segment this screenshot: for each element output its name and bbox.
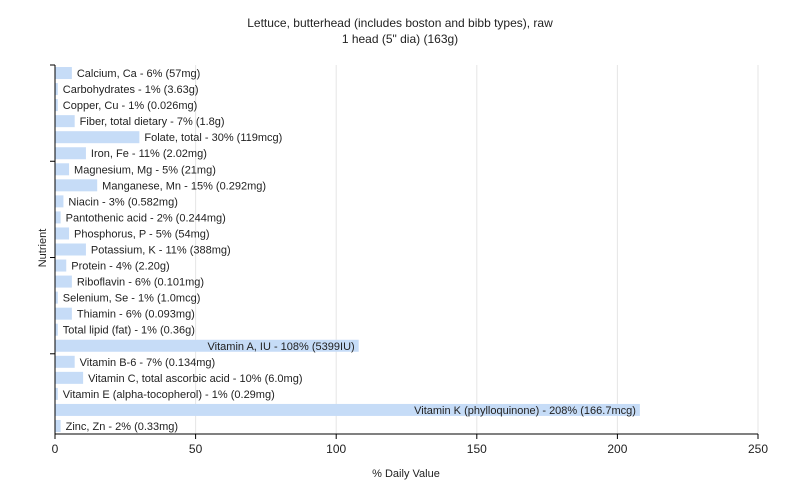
bar — [55, 387, 58, 400]
chart-title: Lettuce, butterhead (includes boston and… — [247, 16, 553, 30]
chart-subtitle: 1 head (5" dia) (163g) — [341, 32, 459, 46]
bar-label: Riboflavin - 6% (0.101mg) — [77, 277, 204, 289]
y-axis-title: Nutrient — [37, 229, 49, 268]
bar-label: Potassium, K - 11% (388mg) — [91, 245, 231, 257]
axes: 0 50 100 150 200 250 — [50, 64, 768, 456]
bars — [55, 67, 640, 432]
bar — [55, 131, 140, 144]
bar — [55, 211, 61, 224]
x-tick-label: 150 — [467, 442, 487, 456]
bar-label: Copper, Cu - 1% (0.026mg) — [63, 100, 198, 112]
bar — [55, 147, 86, 160]
bar — [55, 419, 61, 432]
bar-label: Iron, Fe - 11% (2.02mg) — [91, 148, 207, 160]
bar-label: Vitamin K (phylloquinone) - 208% (166.7m… — [414, 405, 636, 417]
bar — [55, 83, 58, 96]
bar-label: Pantothenic acid - 2% (0.244mg) — [66, 212, 226, 224]
bar — [55, 339, 359, 352]
bar — [55, 227, 70, 240]
bar — [55, 67, 72, 80]
bar-label: Vitamin B-6 - 7% (0.134mg) — [80, 357, 216, 369]
bar — [55, 163, 70, 176]
x-tick-label: 0 — [52, 442, 59, 456]
bar-label: Carbohydrates - 1% (3.63g) — [63, 84, 199, 96]
bar-label: Total lipid (fat) - 1% (0.36g) — [63, 325, 195, 337]
bar — [55, 243, 86, 256]
bar-label: Zinc, Zn - 2% (0.33mg) — [66, 421, 178, 433]
bar — [55, 355, 75, 368]
bar-labels: Calcium, Ca - 6% (57mg) Carbohydrates - 1… — [63, 68, 636, 433]
x-axis-title: % Daily Value — [372, 468, 440, 480]
bar-label: Phosphorus, P - 5% (54mg) — [74, 228, 210, 240]
x-tick-label: 200 — [607, 442, 627, 456]
bar-label: Thiamin - 6% (0.093mg) — [77, 309, 195, 321]
bar — [55, 179, 98, 192]
x-tick-label: 250 — [748, 442, 768, 456]
bar-label: Calcium, Ca - 6% (57mg) — [77, 68, 200, 80]
bar-label: Folate, total - 30% (119mcg) — [144, 132, 282, 144]
grid-lines — [195, 65, 759, 434]
bar — [55, 99, 58, 112]
bar-label: Vitamin C, total ascorbic acid - 10% (6.… — [88, 373, 302, 385]
bar-label: Manganese, Mn - 15% (0.292mg) — [102, 180, 266, 192]
x-tick-label: 100 — [326, 442, 346, 456]
bar — [55, 115, 75, 128]
bar — [55, 403, 640, 416]
x-tick-label: 50 — [189, 442, 203, 456]
bar — [55, 195, 64, 208]
bar — [55, 307, 72, 320]
bar-label: Fiber, total dietary - 7% (1.8g) — [80, 116, 225, 128]
bar-label: Protein - 4% (2.20g) — [71, 261, 169, 273]
bar — [55, 323, 58, 336]
bar-label: Selenium, Se - 1% (1.0mcg) — [63, 293, 201, 305]
bar-label: Vitamin E (alpha-tocopherol) - 1% (0.29m… — [63, 389, 275, 401]
bar-label: Magnesium, Mg - 5% (21mg) — [74, 164, 216, 176]
bar — [55, 291, 58, 304]
bar-label: Niacin - 3% (0.582mg) — [68, 196, 177, 208]
bar-label: Vitamin A, IU - 108% (5399IU) — [208, 341, 355, 353]
bar — [55, 371, 84, 384]
bar — [55, 275, 72, 288]
bar — [55, 259, 67, 272]
